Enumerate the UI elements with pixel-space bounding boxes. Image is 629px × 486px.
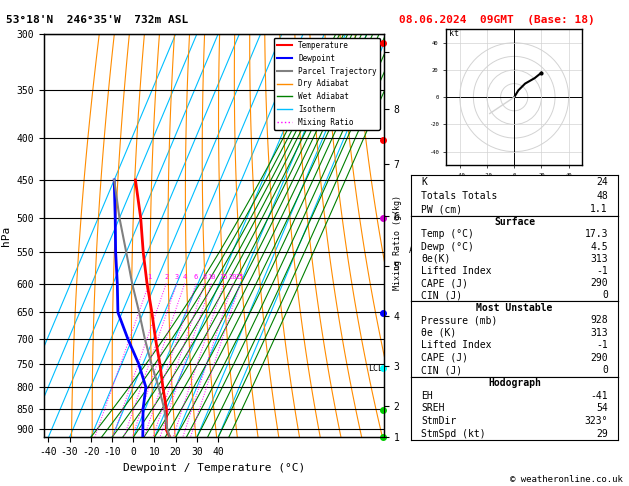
Text: K: K (421, 177, 427, 187)
Text: SREH: SREH (421, 403, 445, 413)
Text: CIN (J): CIN (J) (421, 290, 462, 300)
Legend: Temperature, Dewpoint, Parcel Trajectory, Dry Adiabat, Wet Adiabat, Isotherm, Mi: Temperature, Dewpoint, Parcel Trajectory… (274, 38, 380, 130)
Text: Most Unstable: Most Unstable (476, 303, 553, 312)
Text: Lifted Index: Lifted Index (421, 266, 492, 276)
Text: 08.06.2024  09GMT  (Base: 18): 08.06.2024 09GMT (Base: 18) (399, 15, 595, 25)
Text: 54: 54 (596, 403, 608, 413)
Text: 20: 20 (228, 274, 237, 280)
X-axis label: Dewpoint / Temperature (°C): Dewpoint / Temperature (°C) (123, 463, 305, 473)
Text: 29: 29 (596, 429, 608, 438)
Text: 0: 0 (602, 290, 608, 300)
Text: CIN (J): CIN (J) (421, 365, 462, 375)
Text: 15: 15 (220, 274, 228, 280)
Text: StmSpd (kt): StmSpd (kt) (421, 429, 486, 438)
Text: 53°18'N  246°35'W  732m ASL: 53°18'N 246°35'W 732m ASL (6, 15, 189, 25)
Text: 1.1: 1.1 (590, 205, 608, 214)
Text: 0: 0 (602, 365, 608, 375)
Text: 17.3: 17.3 (584, 229, 608, 240)
Text: θe(K): θe(K) (421, 254, 450, 264)
Y-axis label: km
ASL: km ASL (408, 236, 423, 255)
Text: -1: -1 (596, 340, 608, 350)
Text: Totals Totals: Totals Totals (421, 191, 498, 201)
Text: 24: 24 (596, 177, 608, 187)
Text: EH: EH (421, 391, 433, 400)
Text: LCL: LCL (368, 364, 383, 373)
Text: 2: 2 (164, 274, 169, 280)
Text: θe (K): θe (K) (421, 328, 457, 338)
Text: CAPE (J): CAPE (J) (421, 278, 468, 288)
Text: 6: 6 (194, 274, 198, 280)
Text: © weatheronline.co.uk: © weatheronline.co.uk (510, 474, 623, 484)
Y-axis label: hPa: hPa (1, 226, 11, 246)
Text: -41: -41 (590, 391, 608, 400)
Text: -1: -1 (596, 266, 608, 276)
Text: kt: kt (449, 29, 459, 38)
Text: StmDir: StmDir (421, 416, 457, 426)
Text: Temp (°C): Temp (°C) (421, 229, 474, 240)
Text: CAPE (J): CAPE (J) (421, 353, 468, 363)
Text: 4.5: 4.5 (590, 242, 608, 252)
Text: Mixing Ratio (g/kg): Mixing Ratio (g/kg) (393, 195, 402, 291)
Text: 290: 290 (590, 278, 608, 288)
Text: 1: 1 (147, 274, 151, 280)
Text: 313: 313 (590, 254, 608, 264)
Text: 8: 8 (203, 274, 206, 280)
Text: 48: 48 (596, 191, 608, 201)
Text: 10: 10 (207, 274, 216, 280)
Text: 323°: 323° (584, 416, 608, 426)
Text: 25: 25 (236, 274, 245, 280)
Text: 4: 4 (182, 274, 187, 280)
Text: 928: 928 (590, 315, 608, 325)
Text: Surface: Surface (494, 217, 535, 227)
Text: 290: 290 (590, 353, 608, 363)
Text: Dewp (°C): Dewp (°C) (421, 242, 474, 252)
Text: Hodograph: Hodograph (488, 378, 541, 388)
Text: PW (cm): PW (cm) (421, 205, 462, 214)
Text: 313: 313 (590, 328, 608, 338)
Text: Lifted Index: Lifted Index (421, 340, 492, 350)
Text: Pressure (mb): Pressure (mb) (421, 315, 498, 325)
Text: 3: 3 (175, 274, 179, 280)
